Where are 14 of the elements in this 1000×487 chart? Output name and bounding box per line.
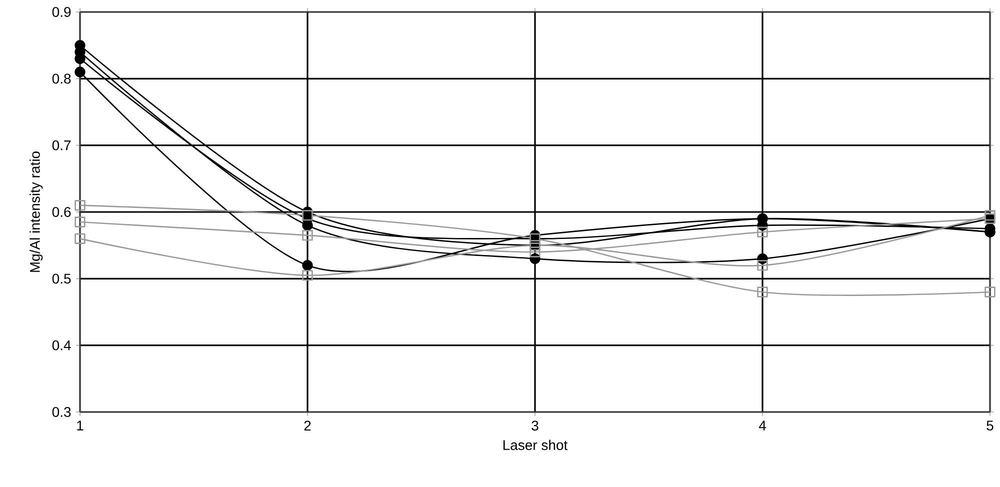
y-tick-label: 0.3 [52, 407, 71, 417]
y-tick-label: 0.5 [52, 274, 71, 284]
y-tick-label: 0.9 [52, 7, 71, 17]
x-tick-label: 5 [986, 420, 994, 430]
y-tick-label: 0.6 [52, 207, 71, 217]
x-axis-title: Laser shot [503, 440, 568, 450]
x-tick-label: 3 [532, 420, 538, 431]
x-tick-label: 1 [77, 420, 84, 430]
y-tick-label: 0.7 [52, 140, 71, 150]
x-tick-label: 2 [304, 420, 311, 430]
y-tick-label: 0.4 [52, 340, 71, 350]
x-tick-label: 4 [758, 420, 766, 430]
y-tick-label: 0.8 [52, 74, 71, 84]
y-axis-title: Mg/Al intensity ratio [30, 152, 43, 272]
